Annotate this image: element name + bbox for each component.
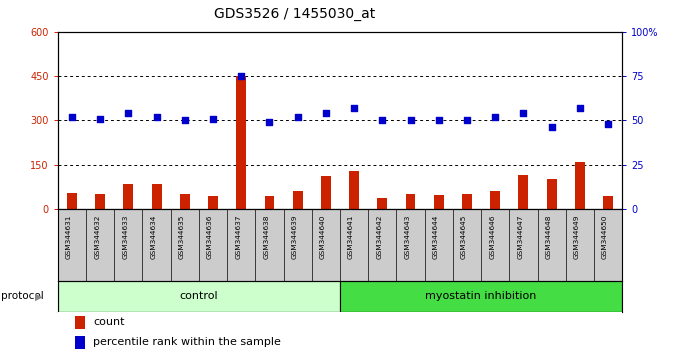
Bar: [490, 190, 500, 209]
Text: GSM344636: GSM344636: [207, 215, 213, 259]
Bar: [377, 198, 388, 209]
Point: [575, 105, 585, 111]
Point: [405, 118, 416, 123]
Bar: [58, 281, 340, 312]
Bar: [434, 195, 444, 209]
Point: [292, 114, 303, 120]
Bar: [575, 162, 585, 209]
Text: GSM344644: GSM344644: [432, 215, 439, 259]
Point: [264, 119, 275, 125]
Bar: [152, 184, 162, 209]
Text: myostatin inhibition: myostatin inhibition: [426, 291, 537, 302]
Text: control: control: [180, 291, 218, 302]
Point: [602, 121, 613, 127]
Text: GSM344641: GSM344641: [348, 215, 354, 259]
Bar: [603, 196, 613, 209]
Text: GSM344635: GSM344635: [179, 215, 185, 259]
Bar: [292, 191, 303, 209]
Text: percentile rank within the sample: percentile rank within the sample: [93, 337, 282, 348]
Bar: [180, 194, 190, 209]
Text: count: count: [93, 317, 125, 327]
Text: GSM344650: GSM344650: [602, 215, 608, 259]
Text: GSM344643: GSM344643: [405, 215, 411, 259]
Text: GSM344638: GSM344638: [263, 215, 269, 259]
Point: [490, 114, 500, 120]
Point: [123, 110, 134, 116]
Point: [207, 116, 218, 121]
Point: [95, 116, 105, 121]
Text: GSM344649: GSM344649: [574, 215, 580, 259]
Bar: [405, 194, 415, 209]
Text: GSM344648: GSM344648: [545, 215, 551, 259]
Point: [180, 118, 190, 123]
Bar: [75, 336, 85, 349]
Bar: [75, 316, 85, 329]
Point: [67, 114, 78, 120]
Point: [349, 105, 360, 111]
Bar: [547, 179, 557, 209]
Text: GSM344634: GSM344634: [150, 215, 156, 259]
Text: protocol: protocol: [1, 291, 44, 302]
Point: [377, 118, 388, 123]
Bar: [518, 175, 528, 209]
Point: [433, 118, 444, 123]
Bar: [208, 196, 218, 209]
Text: GSM344646: GSM344646: [489, 215, 495, 259]
Point: [546, 125, 557, 130]
Point: [151, 114, 162, 120]
Text: GSM344631: GSM344631: [66, 215, 72, 259]
Point: [236, 73, 247, 79]
Bar: [265, 196, 275, 209]
Text: GSM344645: GSM344645: [461, 215, 467, 259]
Bar: [95, 194, 105, 209]
Bar: [462, 194, 472, 209]
Bar: [349, 171, 359, 209]
Text: GSM344640: GSM344640: [320, 215, 326, 259]
Point: [518, 110, 529, 116]
Bar: [123, 184, 133, 209]
Text: GSM344637: GSM344637: [235, 215, 241, 259]
Text: ▶: ▶: [35, 291, 43, 302]
Text: GSM344633: GSM344633: [122, 215, 129, 259]
Point: [320, 110, 331, 116]
Text: GSM344642: GSM344642: [376, 215, 382, 259]
Text: GSM344639: GSM344639: [292, 215, 298, 259]
Text: GDS3526 / 1455030_at: GDS3526 / 1455030_at: [214, 7, 375, 21]
Point: [462, 118, 473, 123]
Bar: [236, 76, 246, 209]
Bar: [340, 281, 622, 312]
Bar: [321, 176, 331, 209]
Text: GSM344632: GSM344632: [94, 215, 100, 259]
Text: GSM344647: GSM344647: [517, 215, 524, 259]
Bar: [67, 193, 77, 209]
